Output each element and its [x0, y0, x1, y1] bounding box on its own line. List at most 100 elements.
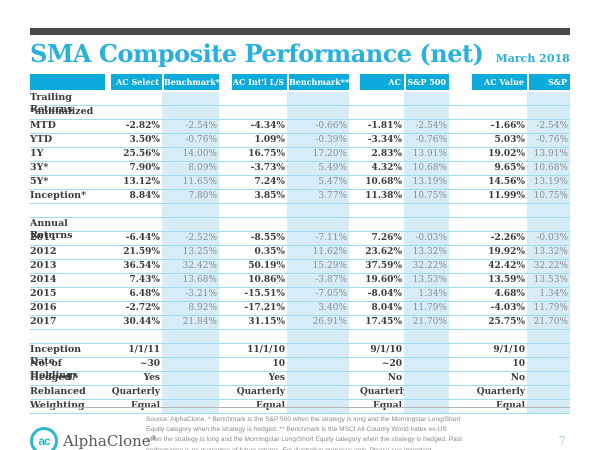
row-label [30, 204, 105, 217]
table-row: Hedged? Yes Yes No No [30, 372, 570, 386]
column-group: -4.34% -0.66% [232, 120, 349, 133]
value-cell: 10 [272, 359, 285, 369]
benchmark-cell [287, 344, 349, 357]
column-group: 1/1/11 [111, 344, 219, 357]
column-group: 25.56% 14.00% [111, 148, 219, 161]
benchmark-cell [162, 372, 219, 385]
column-group: 2.83% 13.91% [360, 148, 449, 161]
value-cell: 50.19% [248, 261, 285, 271]
column-group: 14.56% 13.19% [472, 176, 570, 189]
column-group: 11.99% 10.75% [472, 190, 570, 203]
value-cell: Equal [256, 401, 285, 411]
column-header: Benchmark** [287, 74, 349, 90]
source-text: Source: AlphaClone. * Benchmark is the S… [146, 416, 462, 450]
value-cell: -4.34% [250, 121, 285, 131]
value-cell: 25.75% [488, 317, 525, 327]
alphaclone-logo: ac AlphaClone® [30, 426, 157, 450]
column-group: 31.15% 26.91% [232, 316, 349, 329]
column-group: -1.66% -2.54% [472, 120, 570, 133]
value-cell [472, 92, 527, 105]
row-label: 1Y [30, 148, 44, 159]
benchmark-cell [404, 106, 449, 119]
column-group [360, 106, 449, 119]
column-group: 10 [472, 358, 570, 371]
value-cell: -1.81% [367, 121, 402, 131]
benchmark-cell: 5.47% [287, 176, 349, 189]
column-group: Yes [111, 372, 219, 385]
column-group: 3.85% 3.77% [232, 190, 349, 203]
column-group [232, 218, 349, 231]
column-group: Equal [472, 400, 570, 413]
value-cell: 13.59% [488, 275, 525, 285]
table-row: 2016 -2.72% 8.92% -17.21% 3.40% 8.04% 11.79% -4… [30, 302, 570, 316]
table-row: 1Y 25.56% 14.00% 16.75% 17.20% 2.83% 13.91% 19.… [30, 148, 570, 162]
column-group: -8.04% 1.34% [360, 288, 449, 301]
row-label: Reblanced [30, 386, 86, 397]
value-cell: 14.56% [488, 177, 525, 187]
value-cell [232, 92, 287, 105]
value-cell [360, 218, 404, 231]
value-cell: 36.54% [123, 261, 160, 271]
column-group: 4.32% 10.68% [360, 162, 449, 175]
table-row: Inception* 8.84% 7.80% 3.85% 3.77% 11.38% 10.7… [30, 190, 570, 204]
column-group: -4.03% 11.79% [472, 302, 570, 315]
column-group: 9/1/10 [360, 344, 449, 357]
column-group: 10.68% 13.19% [360, 176, 449, 189]
benchmark-cell: 13.53% [527, 274, 570, 287]
benchmark-cell [527, 92, 570, 105]
value-cell [360, 330, 404, 343]
benchmark-cell: 3.40% [287, 302, 349, 315]
benchmark-cell [404, 218, 449, 231]
column-group: 6.48% -3.21% [111, 288, 219, 301]
value-cell: 3.50% [129, 135, 160, 145]
column-group [232, 204, 349, 217]
table-row: 3Y* 7.90% 8.09% -3.73% 5.49% 4.32% 10.68% 9.65%… [30, 162, 570, 176]
value-cell [472, 204, 527, 217]
table-row: 5Y* 13.12% 11.65% 7.24% 5.47% 10.68% 13.19% 14.… [30, 176, 570, 190]
value-cell: Equal [496, 401, 525, 411]
benchmark-cell [404, 372, 449, 385]
row-label: YTD [30, 134, 53, 145]
column-group: 37.59% 32.22% [360, 260, 449, 273]
benchmark-cell [287, 372, 349, 385]
benchmark-cell [404, 400, 449, 413]
benchmark-cell: -3.87% [287, 274, 349, 287]
benchmark-cell: 13.68% [162, 274, 219, 287]
benchmark-cell [287, 386, 349, 399]
benchmark-cell: 3.77% [287, 190, 349, 203]
benchmark-cell [527, 400, 570, 413]
benchmark-cell [162, 358, 219, 371]
top-bar [30, 28, 570, 35]
column-group: 8.04% 11.79% [360, 302, 449, 315]
value-cell: 9/1/10 [493, 345, 525, 355]
benchmark-cell: 11.79% [404, 302, 449, 315]
table-row: 2017 30.44% 21.84% 31.15% 26.91% 17.45% 21.70%… [30, 316, 570, 330]
benchmark-cell: 10.75% [404, 190, 449, 203]
benchmark-cell: -0.76% [162, 134, 219, 147]
column-group: 19.60% 13.53% [360, 274, 449, 287]
benchmark-cell: -7.11% [287, 232, 349, 245]
logo-text: AlphaClone® [63, 432, 157, 450]
column-group [472, 330, 570, 343]
benchmark-cell: 17.20% [287, 148, 349, 161]
column-group: 8.84% 7.80% [111, 190, 219, 203]
benchmark-cell: 13.91% [404, 148, 449, 161]
value-cell: -15.51% [244, 289, 285, 299]
benchmark-cell: -0.03% [404, 232, 449, 245]
column-group [111, 330, 219, 343]
benchmark-cell [404, 204, 449, 217]
column-group: 13.59% 13.53% [472, 274, 570, 287]
value-cell: 23.62% [365, 247, 402, 257]
value-cell [111, 92, 162, 105]
benchmark-cell: 11.79% [527, 302, 570, 315]
table-row: *annualized [30, 106, 570, 120]
value-cell [232, 106, 287, 119]
value-cell [232, 330, 287, 343]
trademark-symbol: ® [150, 434, 157, 442]
benchmark-cell [527, 218, 570, 231]
column-group: -2.82% -2.54% [111, 120, 219, 133]
benchmark-cell: 15.29% [287, 260, 349, 273]
column-group [360, 204, 449, 217]
